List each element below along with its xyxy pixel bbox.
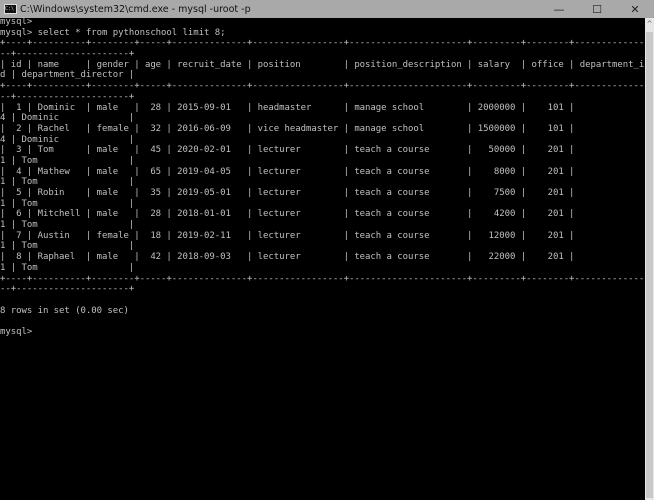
table-row: 4 | Dominic | <box>0 113 135 124</box>
table-row: | 8 | Raphael | male | 42 | 2018-09-03 |… <box>0 252 645 263</box>
table-row: | 4 | Mathew | male | 65 | 2019-04-05 | … <box>0 166 645 177</box>
table-row: | 7 | Austin | female | 18 | 2019-02-11 … <box>0 230 645 241</box>
table-border: --+---------------------+ <box>0 91 135 102</box>
table-row: 1 | Tom | <box>0 262 135 273</box>
minimize-button[interactable]: — <box>553 2 565 16</box>
table-row: | 3 | Tom | male | 45 | 2020-02-01 | lec… <box>0 145 645 156</box>
table-row: | 2 | Rachel | female | 32 | 2016-06-09 … <box>0 123 645 134</box>
table-row: 1 | Tom | <box>0 155 135 166</box>
window-title: C:\Windows\system32\cmd.exe - mysql -uro… <box>20 3 251 15</box>
table-border: --+---------------------+ <box>0 284 135 295</box>
vertical-scrollbar[interactable]: ^ <box>645 18 654 500</box>
table-row: 1 | Tom | <box>0 241 135 252</box>
table-row: 1 | Tom | <box>0 177 135 188</box>
result-summary: 8 rows in set (0.00 sec) <box>0 305 129 316</box>
title-bar: C:\ C:\Windows\system32\cmd.exe - mysql … <box>0 0 654 18</box>
table-border: --+---------------------+ <box>0 49 135 60</box>
table-row: 1 | Tom | <box>0 198 135 209</box>
scrollbar-thumb[interactable] <box>646 32 653 498</box>
blank-line <box>0 295 645 306</box>
table-border: +----+----------+--------+-----+--------… <box>0 273 645 284</box>
close-button[interactable]: ✕ <box>630 2 640 16</box>
prompt-line: mysql> <box>0 17 33 27</box>
table-header: d | department_director | <box>0 70 135 81</box>
scroll-up-icon[interactable]: ^ <box>646 20 653 28</box>
table-border: +----+----------+--------+-----+--------… <box>0 81 645 92</box>
table-row: | 5 | Robin | male | 35 | 2019-05-01 | l… <box>0 188 645 198</box>
maximize-button[interactable]: ☐ <box>592 2 602 16</box>
command-line: mysql> select * from pythonschool limit … <box>0 27 226 38</box>
prompt-line: mysql> <box>0 326 33 337</box>
table-row: 1 | Tom | <box>0 220 135 231</box>
table-row: | 6 | Mitchell | male | 28 | 2018-01-01 … <box>0 209 645 220</box>
console-output[interactable]: mysql> mysql> select * from pythonschool … <box>0 17 645 500</box>
table-border: +----+----------+--------+-----+--------… <box>0 38 645 49</box>
table-row: | 1 | Dominic | male | 28 | 2015-09-01 |… <box>0 102 645 113</box>
table-row: 4 | Dominic | <box>0 134 135 145</box>
cmd-icon: C:\ <box>4 4 17 14</box>
table-header: | id | name | gender | age | recruit_dat… <box>0 59 645 70</box>
blank-line <box>0 316 645 327</box>
